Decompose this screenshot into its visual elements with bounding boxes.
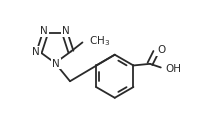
Text: OH: OH [165, 64, 181, 74]
Text: CH$_3$: CH$_3$ [89, 34, 110, 48]
Text: N: N [40, 26, 48, 36]
Text: N: N [32, 47, 40, 57]
Text: N: N [62, 26, 70, 36]
Text: O: O [156, 45, 165, 55]
Text: N: N [52, 59, 60, 69]
